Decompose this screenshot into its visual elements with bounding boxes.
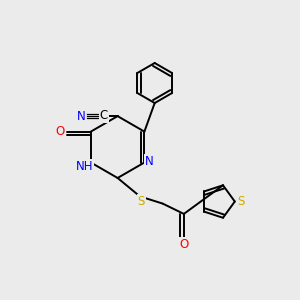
Text: S: S (238, 195, 245, 208)
Text: NH: NH (76, 160, 93, 172)
Text: S: S (137, 195, 145, 208)
Text: N: N (145, 154, 154, 167)
Text: C: C (100, 109, 108, 122)
Text: O: O (179, 238, 188, 251)
Text: O: O (56, 125, 65, 138)
Text: N: N (77, 110, 85, 123)
